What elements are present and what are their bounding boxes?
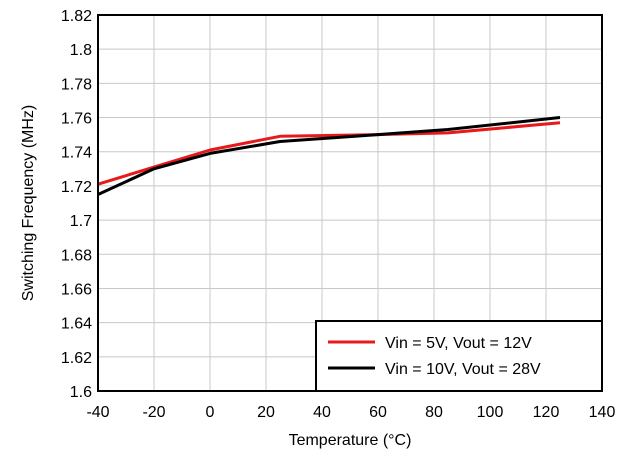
x-tick-label: -20	[142, 404, 165, 421]
x-tick-label: 120	[533, 404, 560, 421]
series-layer	[97, 116, 561, 196]
y-tick-label: 1.66	[61, 281, 92, 298]
y-tick-label: 1.72	[61, 179, 92, 196]
x-tick-label: -40	[86, 404, 109, 421]
legend-label-2: Vin = 10V, Vout = 28V	[385, 361, 541, 378]
legend-box	[315, 320, 603, 392]
y-tick-label: 1.76	[61, 111, 92, 128]
y-tick-label: 1.7	[70, 213, 92, 230]
x-tick-label: 20	[257, 404, 275, 421]
legend-label-1: Vin = 5V, Vout = 12V	[385, 335, 532, 352]
y-tick-label: 1.64	[61, 316, 92, 333]
x-tick-label: 80	[425, 404, 443, 421]
y-tick-label: 1.8	[70, 42, 92, 59]
grid-lines	[98, 15, 602, 391]
x-tick-label: 140	[589, 404, 616, 421]
x-tick-label: 60	[369, 404, 387, 421]
x-tick-label: 0	[206, 404, 215, 421]
y-tick-labels: 1.6 1.62 1.64 1.66 1.68 1.7 1.72 1.74 1.76 1.78 1.…	[61, 8, 92, 401]
x-tick-label: 100	[477, 404, 504, 421]
y-tick-label: 1.82	[61, 8, 92, 25]
x-tick-labels: -40 -20 0 20 40 60 80 100 120 140	[86, 404, 615, 421]
series-line-2	[97, 116, 561, 196]
y-tick-label: 1.78	[61, 76, 92, 93]
y-tick-label: 1.6	[70, 384, 92, 401]
y-tick-label: 1.74	[61, 145, 92, 162]
y-axis-title: Switching Frequency (MHz)	[20, 105, 37, 302]
x-tick-label: 40	[313, 404, 331, 421]
y-tick-label: 1.62	[61, 350, 92, 367]
y-tick-label: 1.68	[61, 247, 92, 264]
legend: Vin = 5V, Vout = 12V Vin = 10V, Vout = 28…	[315, 320, 603, 392]
x-axis-title: Temperature (°C)	[289, 432, 412, 449]
series-line-1	[97, 121, 561, 186]
